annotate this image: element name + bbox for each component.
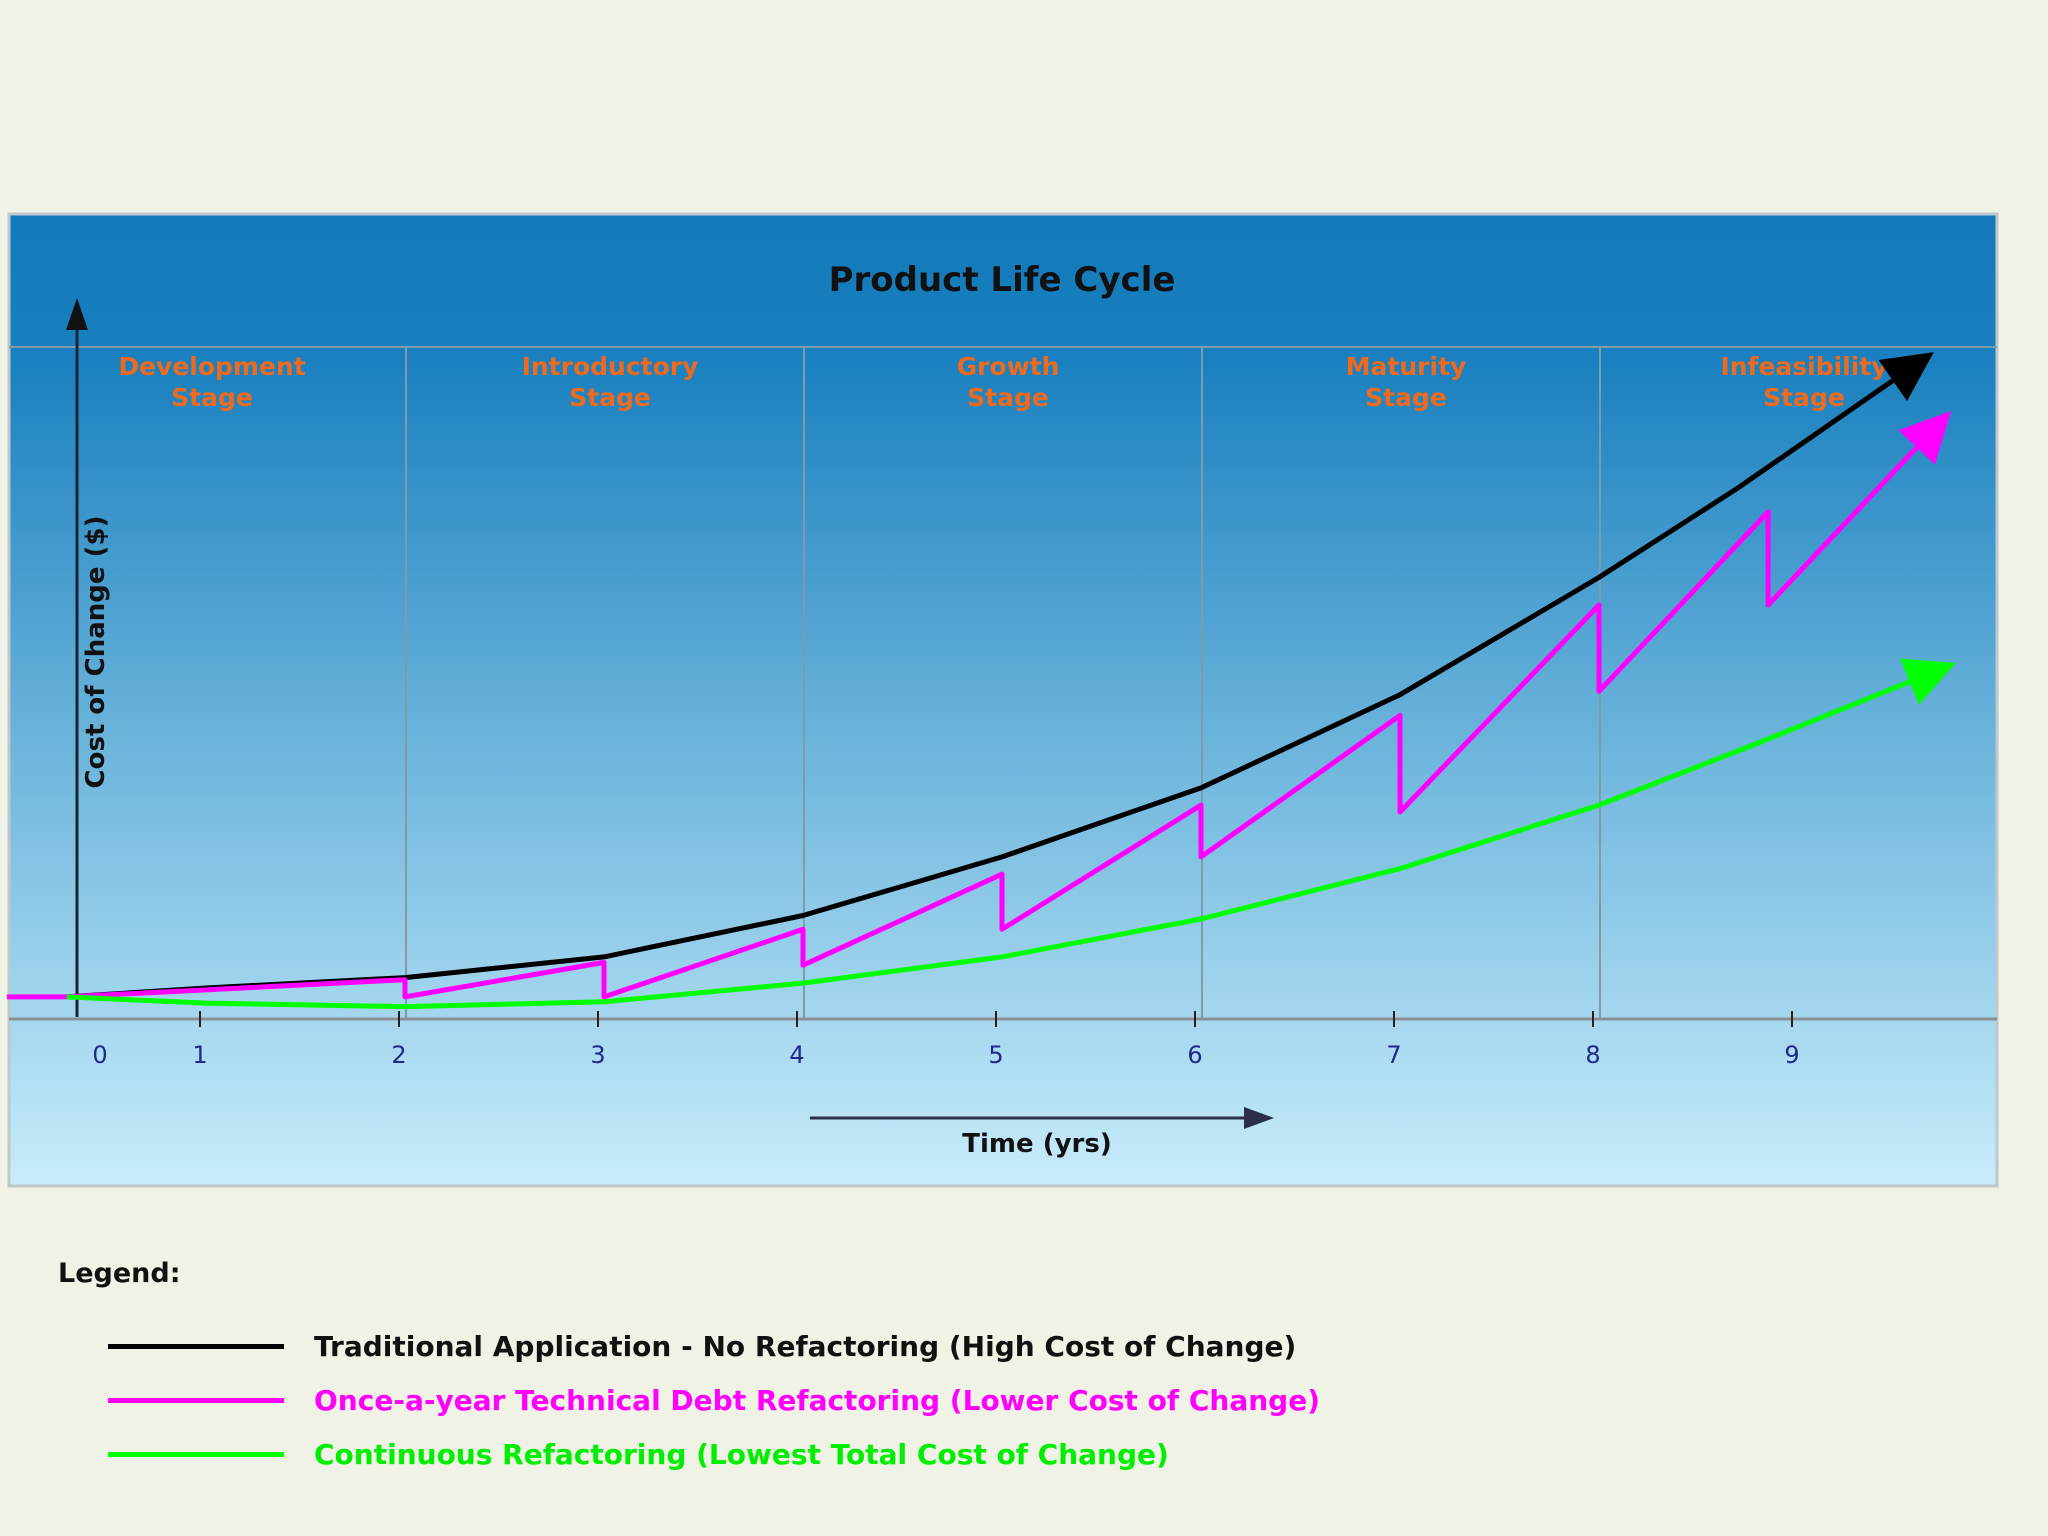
- legend-swatch-traditional: [108, 1343, 284, 1349]
- stage-label-line1: Introductory: [522, 352, 699, 381]
- x-tick-label: 4: [789, 1041, 804, 1069]
- stage-label-line1: Growth: [957, 352, 1060, 381]
- y-axis-label: Cost of Change ($): [81, 516, 111, 789]
- legend-label-continuous: Continuous Refactoring (Lowest Total Cos…: [314, 1437, 1169, 1471]
- legend-swatch-once-a-year: [108, 1397, 284, 1403]
- legend: Legend: Traditional Application - No Ref…: [58, 1258, 1320, 1481]
- chart-panel: [7, 212, 1999, 1188]
- legend-swatch-continuous: [108, 1451, 284, 1457]
- stage-label-line2: Stage: [171, 383, 253, 412]
- legend-item-once-a-year: Once-a-year Technical Debt Refactoring (…: [108, 1373, 1320, 1427]
- legend-label-once-a-year: Once-a-year Technical Debt Refactoring (…: [314, 1383, 1320, 1417]
- x-axis-label: Time (yrs): [962, 1129, 1111, 1159]
- stage-label-line2: Stage: [569, 383, 651, 412]
- x-tick-label: 9: [1784, 1041, 1799, 1069]
- legend-item-continuous: Continuous Refactoring (Lowest Total Cos…: [108, 1427, 1320, 1481]
- x-tick-label: 1: [192, 1041, 207, 1069]
- stage-label-line2: Stage: [1365, 383, 1447, 412]
- legend-label-traditional: Traditional Application - No Refactoring…: [314, 1329, 1297, 1363]
- stage-label-line1: Maturity: [1346, 352, 1467, 381]
- legend-title: Legend:: [58, 1258, 181, 1289]
- chart-title: Product Life Cycle: [829, 260, 1176, 300]
- x-tick-label: 5: [988, 1041, 1003, 1069]
- stage-label-line2: Stage: [967, 383, 1049, 412]
- stage-label-line2: Stage: [1763, 383, 1845, 412]
- x-tick-label: 6: [1187, 1041, 1202, 1069]
- x-tick-label: 3: [590, 1041, 605, 1069]
- x-tick-label: 2: [391, 1041, 406, 1069]
- x-tick-label: 0: [92, 1041, 107, 1069]
- stage-label-line1: Infeasibility: [1720, 352, 1887, 381]
- legend-item-traditional: Traditional Application - No Refactoring…: [108, 1319, 1320, 1373]
- x-tick-label: 7: [1386, 1041, 1401, 1069]
- time-arrow-icon: [1244, 1107, 1274, 1129]
- y-axis-arrow-icon: [66, 298, 88, 330]
- stage-label-line1: Development: [118, 352, 305, 381]
- x-tick-label: 8: [1585, 1041, 1600, 1069]
